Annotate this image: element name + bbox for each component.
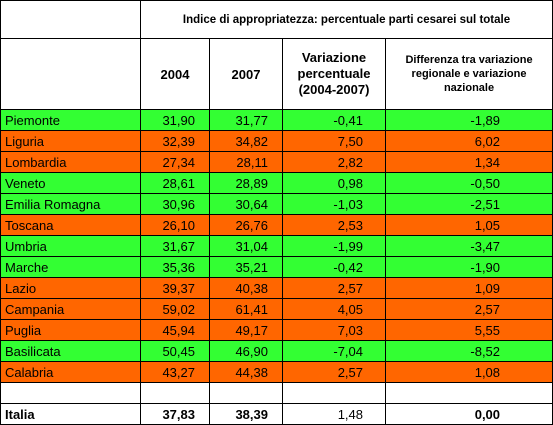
value-2007-cell: 34,82 (209, 130, 283, 152)
region-cell: Liguria (0, 130, 141, 152)
region-cell: Piemonte (0, 109, 141, 131)
value-2007-cell: 31,04 (209, 235, 283, 257)
variation-cell: -7,04 (282, 340, 386, 362)
spacer-row (0, 382, 553, 404)
region-cell: Basilicata (0, 340, 141, 362)
variation-cell: -1,03 (282, 193, 386, 215)
table-group-title: Indice di appropriatezza: percentuale pa… (139, 0, 553, 39)
difference-cell: -1,90 (384, 256, 553, 278)
region-cell: Toscana (0, 214, 141, 236)
variation-cell: 0,98 (282, 172, 386, 194)
region-header-cell (0, 38, 141, 110)
region-cell: Emilia Romagna (0, 193, 141, 215)
value-2007-cell: 28,11 (209, 151, 283, 173)
table-row: Campania 59,02 61,41 4,05 2,57 (0, 298, 553, 320)
variation-cell: -0,42 (282, 256, 386, 278)
region-cell: Campania (0, 298, 141, 320)
region-cell: Puglia (0, 319, 141, 341)
value-2004-cell: 45,94 (140, 319, 210, 341)
region-cell: Marche (0, 256, 141, 278)
table-row: Lazio 39,37 40,38 2,57 1,09 (0, 277, 553, 299)
difference-cell: -0,50 (384, 172, 553, 194)
region-cell: Umbria (0, 235, 141, 257)
table-row: Emilia Romagna 30,96 30,64 -1,03 -2,51 (0, 193, 553, 215)
total-2007: 38,39 (209, 403, 283, 425)
column-header-2007: 2007 (209, 38, 283, 110)
difference-cell: 6,02 (384, 130, 553, 152)
difference-cell: 1,34 (384, 151, 553, 173)
table-row: Veneto 28,61 28,89 0,98 -0,50 (0, 172, 553, 194)
variation-cell: 2,57 (282, 361, 386, 383)
table-row: Piemonte 31,90 31,77 -0,41 -1,89 (0, 109, 553, 131)
value-2004-cell: 35,36 (140, 256, 210, 278)
region-cell: Veneto (0, 172, 141, 194)
difference-cell: -3,47 (384, 235, 553, 257)
value-2004-cell: 50,45 (140, 340, 210, 362)
value-2007-cell: 26,76 (209, 214, 283, 236)
column-header-2004: 2004 (140, 38, 210, 110)
value-2004-cell: 32,39 (140, 130, 210, 152)
total-region: Italia (0, 403, 141, 425)
value-2007-cell: 35,21 (209, 256, 283, 278)
variation-cell: -0,41 (282, 109, 386, 131)
table-row: Lombardia 27,34 28,11 2,82 1,34 (0, 151, 553, 173)
value-2007-cell: 31,77 (209, 109, 283, 131)
table-row: Marche 35,36 35,21 -0,42 -1,90 (0, 256, 553, 278)
total-difference: 0,00 (384, 403, 553, 425)
total-row: Italia 37,83 38,39 1,48 0,00 (0, 403, 553, 425)
difference-cell: 5,55 (384, 319, 553, 341)
variation-cell: 7,50 (282, 130, 386, 152)
value-2007-cell: 49,17 (209, 319, 283, 341)
total-variation: 1,48 (282, 403, 386, 425)
corner-cell (0, 0, 141, 39)
value-2007-cell: 46,90 (209, 340, 283, 362)
region-cell: Lombardia (0, 151, 141, 173)
value-2007-cell: 44,38 (209, 361, 283, 383)
variation-cell: 4,05 (282, 298, 386, 320)
value-2004-cell: 31,90 (140, 109, 210, 131)
value-2004-cell: 28,61 (140, 172, 210, 194)
table-row: Umbria 31,67 31,04 -1,99 -3,47 (0, 235, 553, 257)
value-2007-cell: 61,41 (209, 298, 283, 320)
variation-cell: -1,99 (282, 235, 386, 257)
column-header-difference: Differenza tra variazione regionale e va… (384, 38, 553, 110)
variation-cell: 2,57 (282, 277, 386, 299)
value-2007-cell: 28,89 (209, 172, 283, 194)
difference-cell: -1,89 (384, 109, 553, 131)
table-row: Puglia 45,94 49,17 7,03 5,55 (0, 319, 553, 341)
difference-cell: -2,51 (384, 193, 553, 215)
value-2007-cell: 30,64 (209, 193, 283, 215)
difference-cell: -8,52 (384, 340, 553, 362)
column-header-variation: Variazione percentuale (2004-2007) (282, 38, 386, 110)
table-row: Calabria 43,27 44,38 2,57 1,08 (0, 361, 553, 383)
difference-cell: 1,05 (384, 214, 553, 236)
value-2004-cell: 30,96 (140, 193, 210, 215)
table-row: Basilicata 50,45 46,90 -7,04 -8,52 (0, 340, 553, 362)
value-2004-cell: 31,67 (140, 235, 210, 257)
table-row: Liguria 32,39 34,82 7,50 6,02 (0, 130, 553, 152)
total-2004: 37,83 (140, 403, 210, 425)
table-row: Toscana 26,10 26,76 2,53 1,05 (0, 214, 553, 236)
variation-cell: 2,82 (282, 151, 386, 173)
value-2004-cell: 59,02 (140, 298, 210, 320)
difference-cell: 2,57 (384, 298, 553, 320)
value-2004-cell: 27,34 (140, 151, 210, 173)
variation-cell: 2,53 (282, 214, 386, 236)
value-2004-cell: 39,37 (140, 277, 210, 299)
value-2004-cell: 26,10 (140, 214, 210, 236)
difference-cell: 1,08 (384, 361, 553, 383)
region-cell: Calabria (0, 361, 141, 383)
difference-cell: 1,09 (384, 277, 553, 299)
value-2004-cell: 43,27 (140, 361, 210, 383)
value-2007-cell: 40,38 (209, 277, 283, 299)
region-cell: Lazio (0, 277, 141, 299)
variation-cell: 7,03 (282, 319, 386, 341)
